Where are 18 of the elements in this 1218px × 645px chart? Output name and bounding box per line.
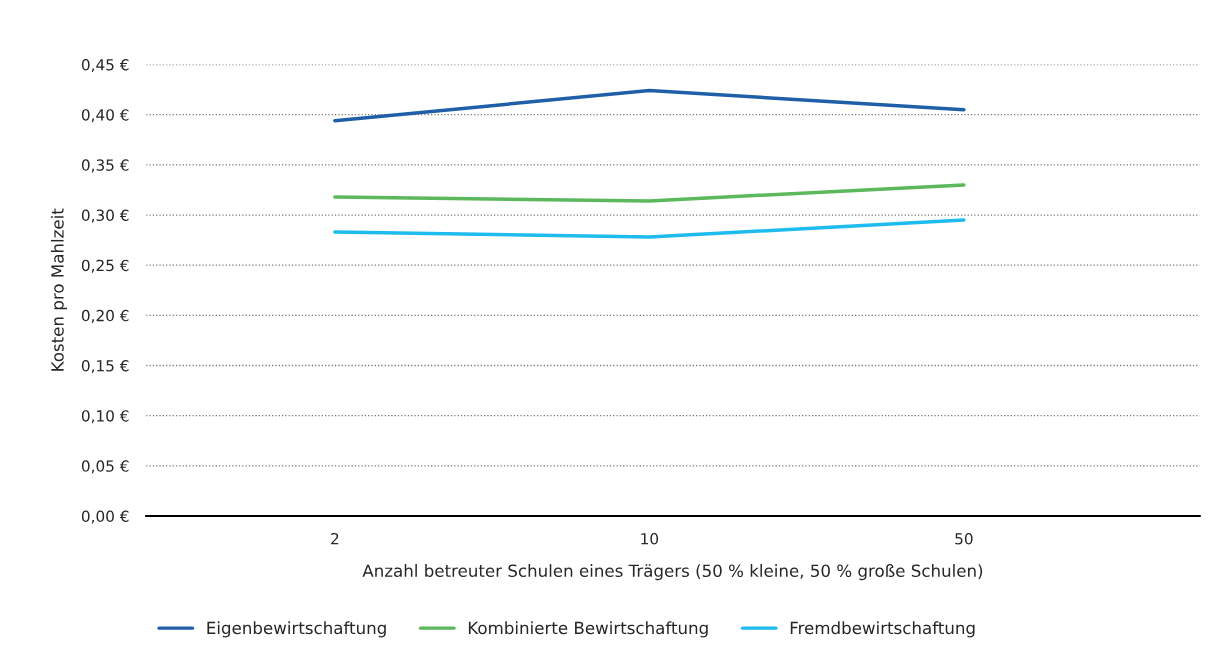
- y-axis-title: Kosten pro Mahlzeit: [50, 208, 68, 371]
- x-axis-title: Anzahl betreuter Schulen eines Trägers (50 % kleine, 50 % große Schulen): [362, 564, 983, 581]
- x-tick-label: 2: [331, 532, 339, 545]
- y-tick-label: 0,20 €: [81, 309, 129, 323]
- y-tick-label: 0,25 €: [81, 259, 129, 273]
- y-tick-label: 0,30 €: [81, 209, 129, 223]
- y-tick-label: 0,15 €: [81, 359, 129, 374]
- y-tick-label: 0,35 €: [81, 159, 129, 173]
- y-tick-label: 0,00 €: [81, 510, 129, 524]
- legend-label: Fremdbewirtschaftung: [790, 621, 975, 638]
- legend-label: Eigenbewirtschaftung: [207, 621, 386, 638]
- y-tick-label: 0,05 €: [81, 460, 129, 474]
- y-tick-label: 0,10 €: [81, 410, 129, 424]
- legend-label: Kombinierte Bewirtschaftung: [468, 621, 708, 638]
- x-tick-label: 50: [955, 532, 973, 545]
- y-tick-label: 0,40 €: [81, 109, 129, 123]
- x-tick-label: 10: [641, 532, 659, 545]
- y-tick-label: 0,45 €: [81, 58, 129, 73]
